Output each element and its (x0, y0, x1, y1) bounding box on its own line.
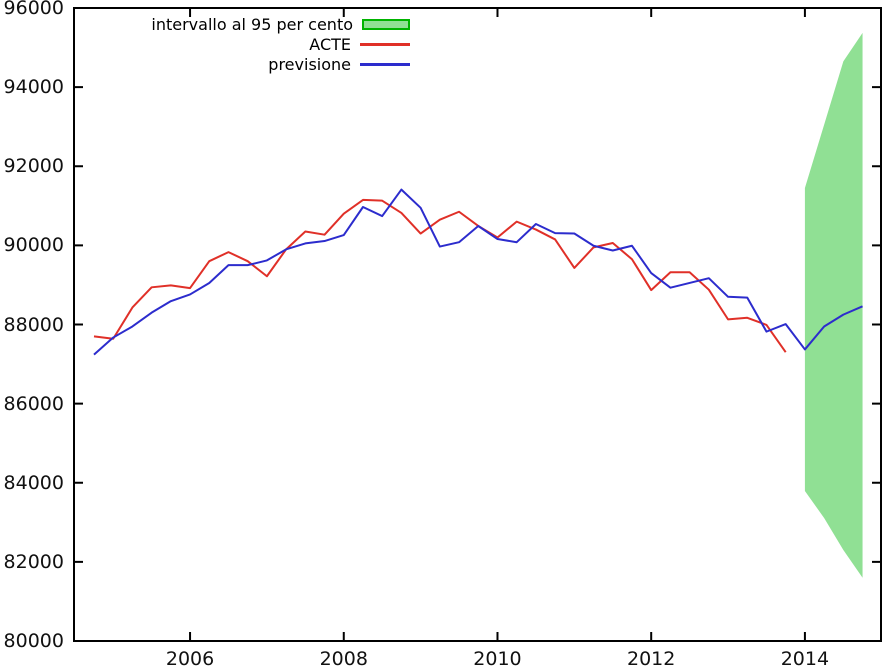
legend-swatch-red-line (360, 42, 410, 46)
legend-swatch-blue-line (360, 62, 410, 66)
y-tick-label: 94000 (3, 76, 64, 99)
y-tick-label: 80000 (3, 630, 64, 652)
x-tick-label: 2006 (165, 648, 215, 670)
legend-label-previsione: previsione (268, 54, 351, 74)
legend-item-acte: ACTE (88, 34, 410, 54)
acte-series-line (93, 198, 787, 353)
legend-label-acte: ACTE (309, 34, 351, 54)
y-tick-label: 86000 (3, 392, 64, 415)
y-tick-label: 90000 (3, 234, 64, 257)
x-tick-label: 2008 (319, 648, 368, 670)
legend-swatch-area (362, 18, 410, 30)
previsione-series-line (93, 188, 863, 356)
x-tick-label: 2014 (780, 648, 830, 670)
legend-item-interval: intervallo al 95 per cento (88, 14, 410, 34)
legend-label-interval: intervallo al 95 per cento (151, 14, 353, 34)
plot-frame (73, 7, 882, 642)
y-tick-label: 88000 (3, 313, 64, 336)
x-tick-label: 2010 (473, 648, 522, 670)
y-tick-label: 84000 (3, 471, 64, 494)
chart-legend: intervallo al 95 per cento ACTE previsio… (88, 14, 410, 74)
y-tick-label: 96000 (3, 0, 64, 19)
confidence-band-area (804, 32, 863, 578)
x-tick-label: 2012 (627, 648, 676, 670)
y-tick-label: 82000 (3, 550, 64, 573)
y-tick-label: 92000 (3, 155, 64, 178)
legend-item-previsione: previsione (88, 54, 410, 74)
